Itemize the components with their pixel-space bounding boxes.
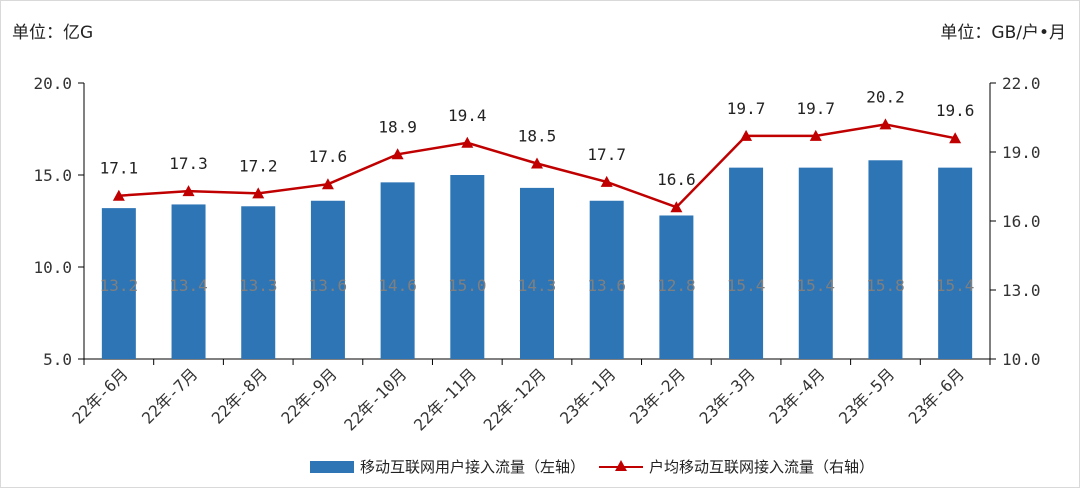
bar-value-label: 13.2 <box>100 276 139 295</box>
left-axis-unit: 单位：亿G <box>12 23 94 43</box>
legend-line-swatch <box>599 459 644 474</box>
bar-value-label: 15.0 <box>448 276 487 295</box>
line-value-label: 19.7 <box>797 99 836 118</box>
x-category-label: 23年-5月 <box>835 364 898 427</box>
x-category-label: 22年-7月 <box>138 364 201 427</box>
x-category-label: 22年-10月 <box>340 364 410 434</box>
x-category-label: 22年-11月 <box>410 364 480 434</box>
bar <box>171 204 206 359</box>
line-value-label: 17.6 <box>309 147 348 166</box>
line-point <box>600 175 613 187</box>
line-value-label: 18.5 <box>518 127 557 146</box>
bar <box>729 167 764 359</box>
bar-value-label: 13.6 <box>309 276 348 295</box>
right-tick-label: 19.0 <box>1002 143 1041 162</box>
bar-value-label: 15.4 <box>797 276 836 295</box>
right-tick-label: 10.0 <box>1002 350 1041 369</box>
bar <box>798 167 833 359</box>
left-tick-label: 20.0 <box>33 74 72 93</box>
line-value-label: 17.1 <box>100 159 139 178</box>
line-value-label: 17.7 <box>587 145 626 164</box>
line-value-label: 20.2 <box>866 87 905 106</box>
line-point <box>949 132 962 144</box>
bar-value-label: 13.3 <box>239 276 278 295</box>
line-point <box>391 148 404 160</box>
x-category-label: 23年-1月 <box>556 364 619 427</box>
right-tick-label: 13.0 <box>1002 281 1041 300</box>
x-category-label: 23年-6月 <box>905 364 968 427</box>
line-value-label: 18.9 <box>378 117 417 136</box>
line-value-label: 19.7 <box>727 99 766 118</box>
left-tick-label: 10.0 <box>33 258 72 277</box>
x-category-label: 22年-12月 <box>480 364 550 434</box>
line-value-label: 19.4 <box>448 106 487 125</box>
legend: 移动互联网用户接入流量（左轴） 户均移动互联网接入流量（右轴） <box>310 456 874 477</box>
line-point <box>879 118 892 130</box>
bar <box>310 200 345 359</box>
bar <box>380 182 415 359</box>
x-category-label: 23年-2月 <box>626 364 689 427</box>
x-category-label: 22年-9月 <box>277 364 340 427</box>
bar <box>868 160 903 359</box>
bar-value-label: 14.6 <box>378 276 417 295</box>
bar-value-label: 13.4 <box>169 276 208 295</box>
line-point <box>740 129 753 141</box>
bar-value-label: 15.4 <box>727 276 766 295</box>
bar-value-label: 15.4 <box>936 276 975 295</box>
line-value-label: 17.2 <box>239 156 278 175</box>
line-point <box>461 136 474 148</box>
right-tick-label: 16.0 <box>1002 212 1041 231</box>
line-point <box>252 187 265 199</box>
x-category-label: 22年-8月 <box>208 364 271 427</box>
bar <box>241 206 276 359</box>
bar <box>589 200 624 359</box>
bar <box>101 208 136 359</box>
bar-value-label: 14.3 <box>518 276 557 295</box>
legend-bar-label: 移动互联网用户接入流量（左轴） <box>360 458 586 476</box>
line-point <box>670 201 683 213</box>
left-tick-label: 5.0 <box>43 350 72 369</box>
x-category-label: 23年-3月 <box>696 364 759 427</box>
bar-value-label: 13.6 <box>587 276 626 295</box>
line-point <box>809 129 822 141</box>
line-point <box>182 185 195 197</box>
bar-value-label: 15.8 <box>866 276 905 295</box>
line-value-label: 17.3 <box>169 154 208 173</box>
bar <box>938 167 973 359</box>
bar-value-label: 12.8 <box>657 276 696 295</box>
right-axis-unit: 单位：GB/户•月 <box>940 23 1066 43</box>
x-category-label: 23年-4月 <box>765 364 828 427</box>
legend-bar-swatch <box>310 460 354 473</box>
line-point <box>321 178 334 190</box>
left-tick-label: 15.0 <box>33 166 72 185</box>
right-tick-label: 22.0 <box>1002 74 1041 93</box>
bar <box>520 187 554 359</box>
bar <box>659 215 694 359</box>
line-point <box>531 157 543 169</box>
legend-line-label: 户均移动互联网接入流量（右轴） <box>649 458 875 476</box>
bar <box>450 175 485 359</box>
line-point <box>112 189 125 201</box>
line-value-label: 16.6 <box>657 170 696 189</box>
x-category-label: 22年-6月 <box>68 364 131 427</box>
line-value-label: 19.6 <box>936 101 975 120</box>
